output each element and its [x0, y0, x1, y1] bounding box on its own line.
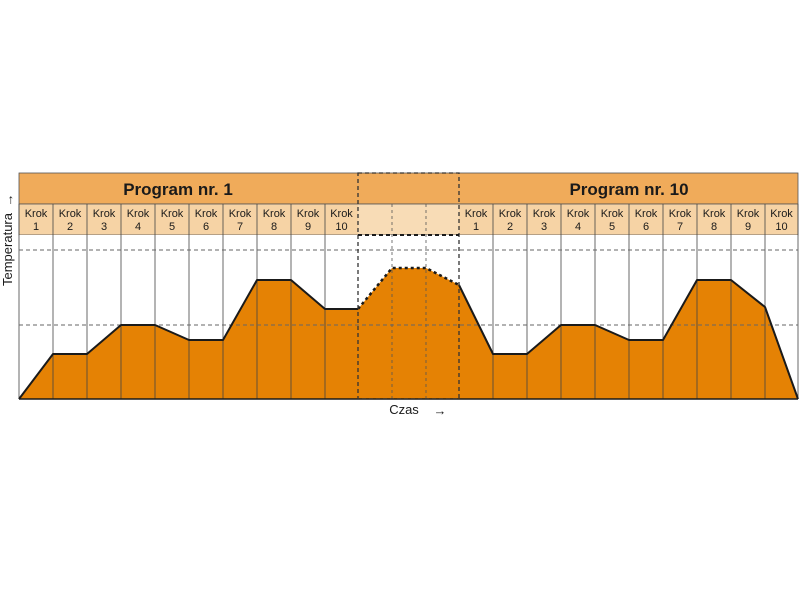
- step-label-right-8: Krok: [703, 208, 726, 220]
- step-separators: [18, 204, 799, 399]
- step-number-left-1: 1: [33, 221, 39, 233]
- step-number-right-9: 9: [745, 221, 751, 233]
- program-title-right: Program nr. 10: [569, 180, 688, 199]
- step-number-right-5: 5: [609, 221, 615, 233]
- step-label-left-7: Krok: [229, 208, 252, 220]
- step-label-right-3: Krok: [533, 208, 556, 220]
- gap-dashed-box: [357, 172, 460, 400]
- step-number-right-6: 6: [643, 221, 649, 233]
- gap-step-header: [358, 204, 459, 235]
- program-title-left: Program nr. 1: [123, 180, 233, 199]
- step-number-left-10: 10: [335, 221, 347, 233]
- step-label-left-2: Krok: [59, 208, 82, 220]
- step-label-left-4: Krok: [127, 208, 150, 220]
- up-arrow-icon: →: [1, 194, 16, 207]
- step-number-left-8: 8: [271, 221, 277, 233]
- step-label-right-9: Krok: [737, 208, 760, 220]
- step-number-left-6: 6: [203, 221, 209, 233]
- step-label-right-7: Krok: [669, 208, 692, 220]
- step-number-right-10: 10: [775, 221, 787, 233]
- profile-outline-left: [18, 279, 358, 400]
- step-label-left-10: Krok: [330, 208, 353, 220]
- step-number-left-5: 5: [169, 221, 175, 233]
- step-number-right-1: 1: [473, 221, 479, 233]
- step-number-right-8: 8: [711, 221, 717, 233]
- step-labels: Krok1Krok2Krok3Krok4Krok5Krok6Krok7Krok8…: [25, 208, 794, 233]
- step-label-right-6: Krok: [635, 208, 658, 220]
- x-axis-label: Czas: [389, 402, 419, 417]
- step-number-right-2: 2: [507, 221, 513, 233]
- step-label-right-10: Krok: [770, 208, 793, 220]
- step-number-left-2: 2: [67, 221, 73, 233]
- temperature-profile-left: [19, 280, 358, 399]
- step-label-right-2: Krok: [499, 208, 522, 220]
- right-arrow-icon: →: [434, 403, 447, 418]
- step-number-left-3: 3: [101, 221, 107, 233]
- temperature-profile-right: [459, 280, 798, 399]
- step-label-left-6: Krok: [195, 208, 218, 220]
- step-number-left-4: 4: [135, 221, 141, 233]
- temperature-profile-gap: [358, 268, 459, 399]
- step-label-left-1: Krok: [25, 208, 48, 220]
- program-header-bar: [18, 172, 799, 205]
- step-label-left-8: Krok: [263, 208, 286, 220]
- step-number-right-4: 4: [575, 221, 581, 233]
- step-label-left-5: Krok: [161, 208, 184, 220]
- step-number-left-7: 7: [237, 221, 243, 233]
- step-label-right-5: Krok: [601, 208, 624, 220]
- step-label-left-9: Krok: [297, 208, 320, 220]
- profile-outline-gap: [357, 266, 460, 310]
- step-label-right-1: Krok: [465, 208, 488, 220]
- step-number-right-3: 3: [541, 221, 547, 233]
- step-label-right-4: Krok: [567, 208, 590, 220]
- y-axis-label: Temperatura: [0, 212, 15, 286]
- step-label-left-3: Krok: [93, 208, 116, 220]
- step-number-right-7: 7: [677, 221, 683, 233]
- step-number-left-9: 9: [305, 221, 311, 233]
- profile-outline-right: [458, 279, 799, 400]
